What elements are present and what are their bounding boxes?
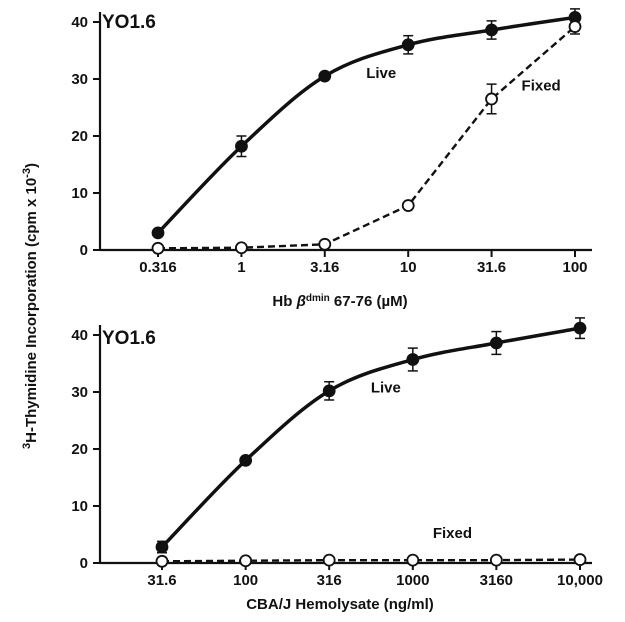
data-point-live <box>573 321 587 335</box>
y-tick-label: 10 <box>71 185 88 202</box>
data-point-live <box>322 384 336 398</box>
x-axis-label-top: Hb βdmin 67-76 (µM) <box>272 293 407 311</box>
x-tick-label: 10,000 <box>557 572 603 589</box>
data-point-fixed <box>151 241 165 255</box>
series-line-live <box>156 15 576 235</box>
x-tick-label: 1000 <box>396 572 429 589</box>
data-point-fixed <box>239 554 253 568</box>
data-point-live <box>151 226 165 240</box>
y-tick-label: 10 <box>71 498 88 515</box>
data-point-fixed <box>485 92 498 106</box>
shared-y-axis-label: 3H-Thymidine Incorporation (cpm x 10-3) <box>21 163 40 449</box>
plot-area-top: Live Fixed <box>151 8 582 255</box>
y-tick-label: 20 <box>71 128 88 145</box>
x-tick-label: 10 <box>400 259 417 276</box>
data-point-live <box>155 540 169 554</box>
data-point-fixed <box>568 20 582 33</box>
data-point-fixed <box>322 553 336 567</box>
series-line-live <box>160 326 581 549</box>
x-tick-label: 3160 <box>480 572 513 589</box>
data-point-live <box>489 336 503 350</box>
series-line-fixed <box>161 558 581 563</box>
panel-label-top: YO1.6 <box>102 12 156 33</box>
chart-panel-top: YO1.6 0 10 20 30 40 0.316 1 3.16 10 31.6 100 Live… <box>71 8 592 311</box>
data-point-live <box>239 453 253 467</box>
series-label-fixed: Fixed <box>433 525 472 542</box>
x-axis-bottom: 31.6 100 316 1000 3160 10,000 <box>100 561 603 589</box>
x-tick-label: 100 <box>562 259 587 276</box>
data-point-live <box>235 139 248 153</box>
data-point-fixed <box>235 241 248 255</box>
x-tick-label: 100 <box>233 572 258 589</box>
x-axis-top: 0.316 1 3.16 10 31.6 100 <box>100 248 592 276</box>
plot-area-bottom: Live Fixed <box>155 317 587 568</box>
x-tick-label: 31.6 <box>477 259 506 276</box>
y-tick-label: 40 <box>71 14 88 31</box>
y-axis-top: 0 10 20 30 40 <box>71 12 102 259</box>
data-point-fixed <box>318 237 332 251</box>
x-tick-label: 31.6 <box>147 572 176 589</box>
x-tick-label: 0.316 <box>139 259 177 276</box>
data-point-live <box>406 353 420 366</box>
panel-label-bottom: YO1.6 <box>102 328 156 349</box>
x-tick-label: 316 <box>317 572 342 589</box>
data-point-fixed <box>489 553 503 567</box>
series-label-live: Live <box>366 65 396 82</box>
data-point-fixed <box>401 199 415 212</box>
y-tick-label: 30 <box>71 384 88 401</box>
x-axis-label-bottom: CBA/J Hemolysate (ng/ml) <box>246 596 434 613</box>
x-tick-label: 3.16 <box>310 259 339 276</box>
y-tick-label: 30 <box>71 71 88 88</box>
data-point-live <box>401 38 415 52</box>
series-label-live: Live <box>371 380 401 397</box>
data-point-live <box>485 23 498 37</box>
chart-panel-bottom: YO1.6 0 10 20 30 40 31.6 100 316 1000 3160 10,000… <box>71 317 603 613</box>
y-tick-label: 0 <box>80 555 88 572</box>
series-line-fixed <box>157 25 576 250</box>
y-tick-label: 40 <box>71 327 88 344</box>
y-tick-label: 0 <box>80 242 88 259</box>
y-axis-bottom: 0 10 20 30 40 <box>71 325 102 572</box>
x-tick-label: 1 <box>237 259 245 276</box>
y-tick-label: 20 <box>71 441 88 458</box>
data-point-live <box>318 69 332 83</box>
data-point-fixed <box>406 553 420 567</box>
data-point-fixed <box>155 554 169 568</box>
series-label-fixed: Fixed <box>522 77 561 94</box>
data-point-fixed <box>573 553 587 566</box>
